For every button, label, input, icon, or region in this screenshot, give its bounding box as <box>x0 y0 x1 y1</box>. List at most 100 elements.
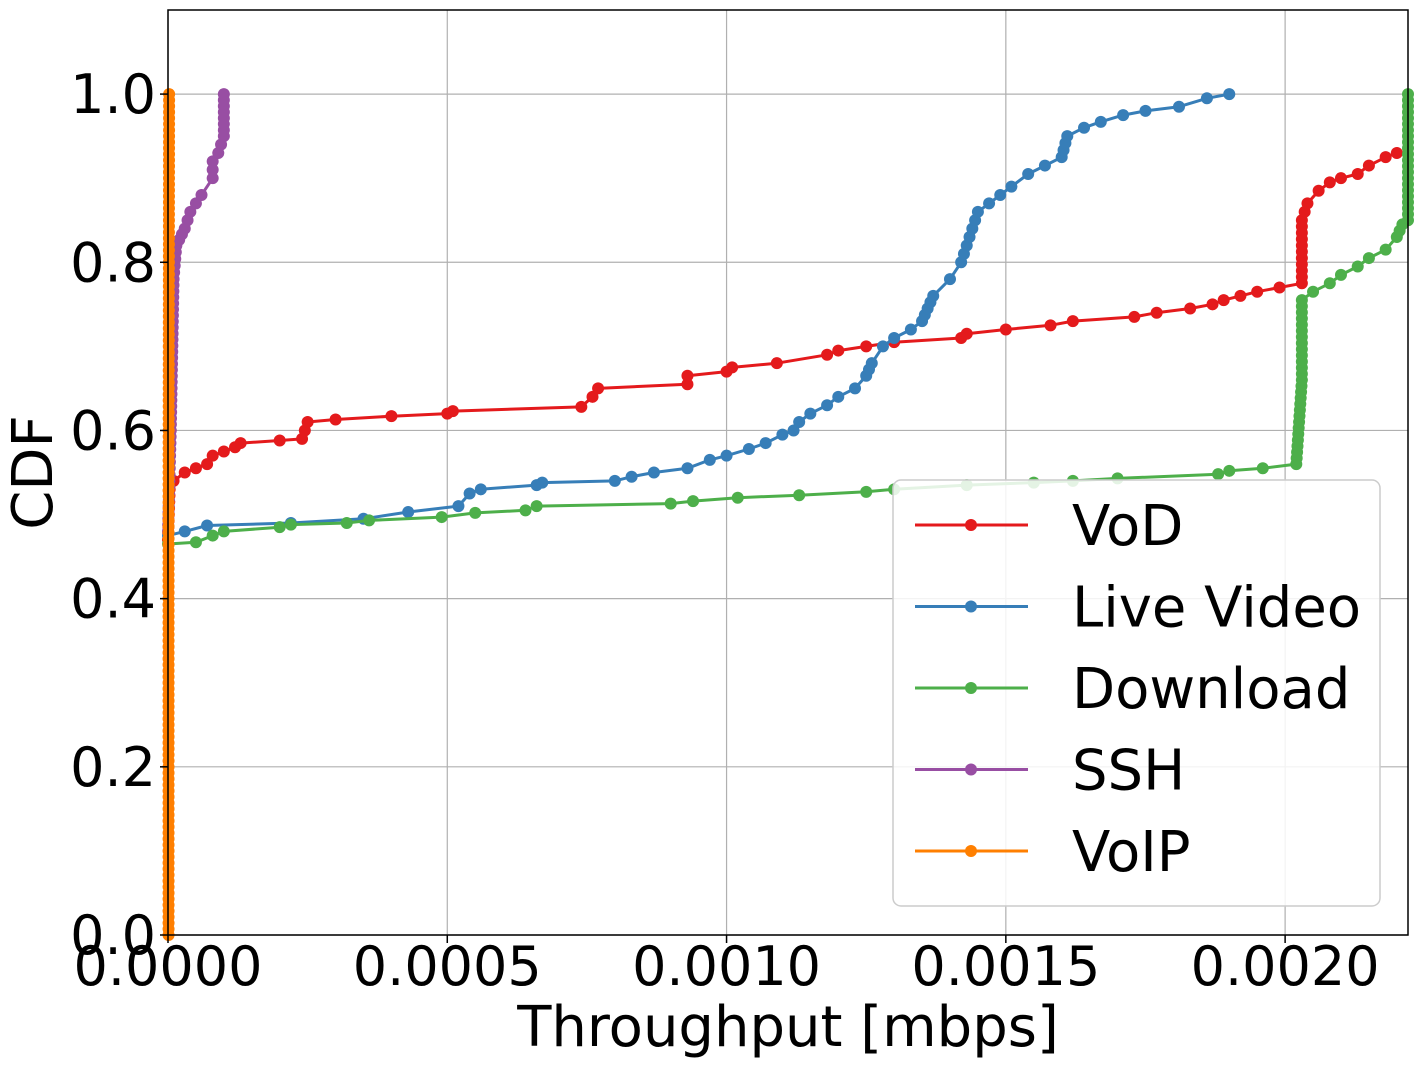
series-1-point-56 <box>1117 109 1130 122</box>
series-1-point-49 <box>1038 159 1051 172</box>
series-1-point-55 <box>1094 115 1107 128</box>
series-2-point-14 <box>731 491 744 504</box>
series-1-point-45 <box>983 197 996 210</box>
series-3-point-53 <box>195 189 208 201</box>
series-2-point-54 <box>1323 277 1336 290</box>
x-tick-label-1: 0.0005 <box>353 935 542 998</box>
legend-marker-4 <box>965 845 977 857</box>
series-0-point-33 <box>821 348 834 361</box>
legend-box <box>892 479 1381 907</box>
series-0-point-63 <box>1312 184 1325 197</box>
series-0-point-21 <box>329 413 342 426</box>
series-0-point-27 <box>592 382 605 395</box>
series-2-point-16 <box>860 485 873 498</box>
y-tick-label-3: 0.6 <box>70 399 156 462</box>
series-1-point-10 <box>536 476 549 489</box>
series-1-point-29 <box>876 340 889 353</box>
series-1-point-24 <box>832 390 845 403</box>
series-2-point-22 <box>1212 468 1225 481</box>
series-1-point-54 <box>1078 121 1091 134</box>
series-1-point-23 <box>821 399 834 412</box>
series-2-point-55 <box>1334 268 1347 281</box>
series-1-point-48 <box>1022 167 1035 180</box>
series-line-1 <box>167 92 1230 538</box>
series-0-point-10 <box>178 466 191 479</box>
series-0-point-48 <box>1251 285 1264 298</box>
series-1-point-47 <box>1005 180 1018 193</box>
series-1-point-19 <box>776 428 789 441</box>
series-1-point-6 <box>452 500 465 513</box>
series-1-point-58 <box>1172 100 1185 113</box>
series-1-point-25 <box>849 382 862 395</box>
series-0-point-38 <box>960 327 973 340</box>
series-1-point-14 <box>681 462 694 475</box>
series-2-point-7 <box>363 514 376 527</box>
series-0-point-13 <box>206 449 219 462</box>
y-tick-label-1: 0.2 <box>70 736 156 799</box>
series-0-point-69 <box>1390 146 1403 159</box>
series-3-point-54 <box>206 172 219 185</box>
series-0-point-49 <box>1273 281 1286 294</box>
series-0-point-34 <box>832 344 845 357</box>
series-0-point-45 <box>1206 298 1219 311</box>
series-0-point-11 <box>189 462 202 475</box>
series-0-point-32 <box>770 357 783 370</box>
x-tick-label-0: 0.0000 <box>74 935 263 998</box>
series-0-point-28 <box>681 378 694 391</box>
series-0-point-67 <box>1362 159 1375 172</box>
series-1-point-30 <box>888 331 901 344</box>
series-1-point-60 <box>1223 88 1236 101</box>
legend-label-1: Live Video <box>1072 576 1361 641</box>
series-0-point-64 <box>1323 176 1336 189</box>
series-0-point-65 <box>1334 172 1347 185</box>
series-1-point-53 <box>1061 130 1074 143</box>
series-1-point-18 <box>759 437 772 450</box>
legend-marker-3 <box>965 763 977 776</box>
y-tick-label-5: 1.0 <box>70 63 156 126</box>
y-tick-label-2: 0.4 <box>70 568 156 631</box>
series-1-point-46 <box>994 189 1007 201</box>
series-0-point-40 <box>1044 319 1057 332</box>
series-1-point-5 <box>402 506 415 519</box>
series-2-point-57 <box>1362 252 1375 265</box>
series-0-point-17 <box>273 434 286 447</box>
series-1-point-7 <box>463 487 476 500</box>
series-0-point-16 <box>234 437 247 450</box>
series-0-point-35 <box>860 340 873 353</box>
y-axis-label: CDF <box>1 415 66 529</box>
legend-marker-0 <box>965 519 977 531</box>
series-3-point-55 <box>206 163 219 176</box>
legend-marker-2 <box>965 682 977 694</box>
series-1-point-13 <box>647 466 660 479</box>
series-2-point-1 <box>189 536 202 549</box>
x-axis-ticks: 0.0000 0.0005 0.0010 0.0015 0.0020 <box>74 935 1380 998</box>
series-1-point-31 <box>904 323 917 336</box>
series-0-point-22 <box>385 410 398 423</box>
series-2-point-12 <box>664 497 677 510</box>
series-4-point-140 <box>163 88 176 101</box>
x-axis-label: Throughput [mbps] <box>516 995 1059 1060</box>
series-0-point-24 <box>446 405 459 418</box>
series-0-point-47 <box>1234 289 1247 302</box>
series-2-point-6 <box>340 516 353 529</box>
series-1-point-12 <box>625 470 638 483</box>
series-1-point-21 <box>793 416 806 429</box>
series-0-point-39 <box>999 323 1012 336</box>
series-2-point-13 <box>687 495 700 508</box>
series-2-point-10 <box>519 504 532 517</box>
series-0-point-66 <box>1351 167 1364 180</box>
series-1-point-36 <box>927 289 940 302</box>
series-1-point-8 <box>474 483 487 496</box>
series-0-point-43 <box>1150 306 1163 319</box>
series-1-point-16 <box>720 449 733 462</box>
series-2-point-2 <box>206 529 219 542</box>
series-2-point-23 <box>1223 464 1236 477</box>
series-0-point-62 <box>1301 197 1314 210</box>
series-0-point-20 <box>301 416 314 429</box>
series-2-point-58 <box>1379 243 1392 256</box>
series-2-point-8 <box>435 511 448 524</box>
series-0-point-29 <box>681 369 694 382</box>
legend-label-0: VoD <box>1072 494 1183 559</box>
series-1-point-15 <box>703 453 716 466</box>
x-tick-label-4: 0.0020 <box>1191 935 1380 998</box>
